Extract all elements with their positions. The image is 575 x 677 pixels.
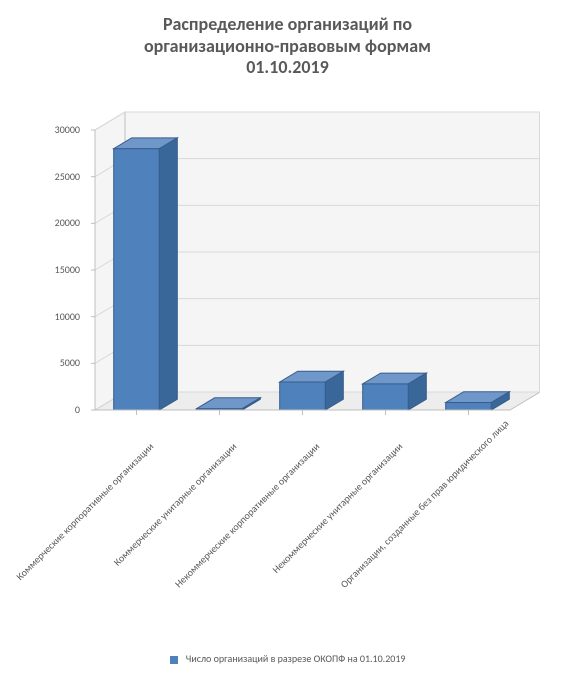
legend-swatch: [170, 656, 178, 664]
chart-svg: [40, 110, 540, 440]
legend: Число организаций в разрезе ОКОПФ на 01.…: [0, 652, 575, 665]
title-line-2: организационно-правовым формам: [144, 35, 431, 57]
category-label: Организации, созданные без прав юридичес…: [337, 440, 488, 591]
ytick-label: 25000: [40, 170, 80, 183]
category-label: Некоммерческие унитарные организации: [254, 440, 405, 591]
chart-container: Распределение организаций по организацио…: [0, 0, 575, 677]
ytick-label: 20000: [40, 216, 80, 229]
plot-area: 0 5000 10000 15000 20000 25000 30000: [40, 110, 540, 440]
category-label: Коммерческие унитарные организации: [88, 440, 239, 591]
ytick-label: 30000: [40, 123, 80, 136]
title-line-3: 01.10.2019: [246, 56, 329, 78]
chart-title: Распределение организаций по организацио…: [0, 0, 575, 79]
category-label: Коммерческие корпоративные организации: [5, 440, 156, 591]
ytick-label: 10000: [40, 310, 80, 323]
legend-label: Число организаций в разрезе ОКОПФ на 01.…: [186, 652, 406, 665]
ytick-label: 5000: [40, 356, 80, 369]
category-label: Некоммерческие корпоративные организации: [171, 440, 322, 591]
x-labels: Коммерческие корпоративные организацииКо…: [40, 440, 540, 630]
title-line-1: Распределение организаций по: [163, 13, 412, 35]
ytick-label: 15000: [40, 263, 80, 276]
ytick-label: 0: [40, 403, 80, 416]
